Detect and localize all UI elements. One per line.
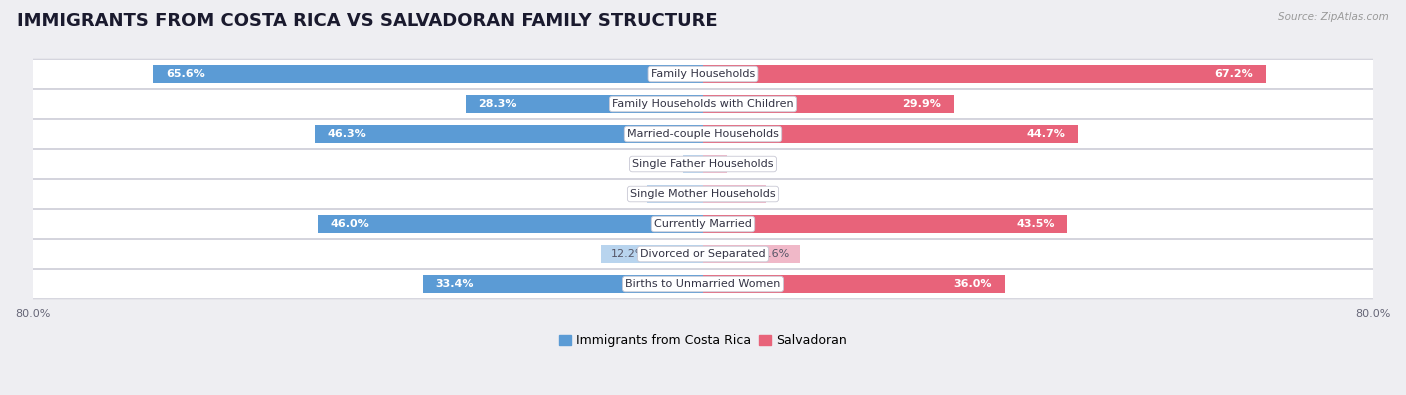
Bar	[318, 215, 703, 233]
Text: 46.0%: 46.0%	[330, 219, 368, 229]
Text: Divorced or Separated: Divorced or Separated	[640, 249, 766, 259]
Text: Births to Unmarried Women: Births to Unmarried Women	[626, 279, 780, 289]
Bar	[703, 185, 766, 203]
Bar	[683, 155, 703, 173]
Bar	[465, 95, 703, 113]
FancyBboxPatch shape	[32, 209, 1374, 239]
Bar	[153, 65, 703, 83]
Text: 46.3%: 46.3%	[328, 129, 367, 139]
Text: 28.3%: 28.3%	[478, 99, 517, 109]
FancyBboxPatch shape	[32, 59, 1374, 89]
Text: 6.7%: 6.7%	[657, 189, 685, 199]
Bar	[703, 245, 800, 263]
Text: Married-couple Households: Married-couple Households	[627, 129, 779, 139]
Text: Single Mother Households: Single Mother Households	[630, 189, 776, 199]
Legend: Immigrants from Costa Rica, Salvadoran: Immigrants from Costa Rica, Salvadoran	[554, 329, 852, 352]
Text: 65.6%: 65.6%	[166, 69, 205, 79]
Text: 12.2%: 12.2%	[610, 249, 647, 259]
Text: Family Households: Family Households	[651, 69, 755, 79]
FancyBboxPatch shape	[32, 89, 1374, 119]
FancyBboxPatch shape	[32, 149, 1374, 179]
FancyBboxPatch shape	[32, 119, 1374, 149]
Bar	[600, 245, 703, 263]
FancyBboxPatch shape	[32, 239, 1374, 269]
Text: Source: ZipAtlas.com: Source: ZipAtlas.com	[1278, 12, 1389, 22]
Bar	[703, 155, 727, 173]
Bar	[703, 65, 1265, 83]
Text: IMMIGRANTS FROM COSTA RICA VS SALVADORAN FAMILY STRUCTURE: IMMIGRANTS FROM COSTA RICA VS SALVADORAN…	[17, 12, 717, 30]
Text: 2.4%: 2.4%	[693, 159, 721, 169]
Bar	[703, 275, 1005, 293]
Bar	[703, 125, 1077, 143]
Text: 44.7%: 44.7%	[1026, 129, 1064, 139]
Text: 33.4%: 33.4%	[436, 279, 474, 289]
Bar	[315, 125, 703, 143]
Text: 11.6%: 11.6%	[755, 249, 790, 259]
Bar	[703, 95, 953, 113]
Text: Currently Married: Currently Married	[654, 219, 752, 229]
Text: 67.2%: 67.2%	[1215, 69, 1254, 79]
Text: 36.0%: 36.0%	[953, 279, 993, 289]
Text: 2.9%: 2.9%	[689, 159, 717, 169]
Bar	[423, 275, 703, 293]
Text: 29.9%: 29.9%	[903, 99, 941, 109]
Text: Family Households with Children: Family Households with Children	[612, 99, 794, 109]
FancyBboxPatch shape	[32, 269, 1374, 299]
FancyBboxPatch shape	[32, 179, 1374, 209]
Text: Single Father Households: Single Father Households	[633, 159, 773, 169]
Bar	[647, 185, 703, 203]
Text: 43.5%: 43.5%	[1017, 219, 1054, 229]
Bar	[703, 215, 1067, 233]
Text: 7.5%: 7.5%	[727, 189, 756, 199]
